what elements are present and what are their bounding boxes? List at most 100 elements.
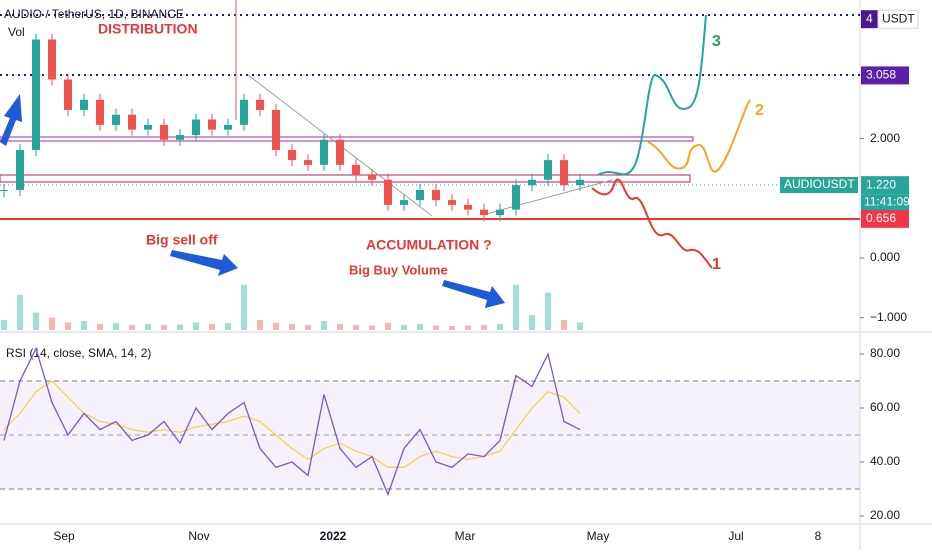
- rsi-tick-label: 40.00: [870, 454, 900, 468]
- candle: [368, 175, 376, 180]
- price-tag-label: 3.058: [866, 68, 896, 82]
- countdown: 11:41:09: [864, 194, 910, 208]
- volume-bar: [465, 325, 471, 330]
- scenario-path: [597, 14, 707, 176]
- volume-bar: [449, 326, 455, 330]
- volume-bar: [337, 324, 343, 330]
- candle: [448, 200, 456, 205]
- time-label: May: [587, 529, 610, 543]
- scenario-path: [591, 178, 713, 269]
- volume-bar: [561, 320, 567, 330]
- candle: [208, 119, 216, 130]
- candle: [144, 124, 152, 130]
- price-tick-label: −1.000: [870, 310, 907, 324]
- candle: [48, 39, 56, 80]
- candle: [384, 179, 392, 205]
- time-label: Jul: [728, 529, 743, 543]
- annotation: DISTRIBUTION: [98, 21, 198, 37]
- volume-bar: [97, 324, 103, 330]
- time-label: 8: [815, 529, 822, 543]
- rsi-line: [3, 346, 581, 497]
- arrow: [0, 94, 22, 146]
- candle: [336, 139, 344, 165]
- arrow: [170, 250, 238, 276]
- volume-bar: [177, 324, 183, 330]
- price-tag-label: 1.220: [866, 177, 896, 191]
- price-tag-label: 0.656: [866, 211, 896, 225]
- candle: [272, 109, 280, 150]
- volume-bar: [369, 325, 375, 330]
- time-label: Nov: [188, 529, 209, 543]
- candle: [544, 160, 552, 180]
- candle: [512, 185, 520, 210]
- volume-bar: [513, 285, 519, 330]
- price-tag: [861, 66, 909, 85]
- volume-bar: [49, 317, 55, 330]
- volume-bar: [529, 315, 535, 330]
- candle: [320, 139, 328, 165]
- volume-bar: [577, 322, 583, 330]
- volume-bar: [273, 323, 279, 330]
- volume-bar: [481, 325, 487, 330]
- volume-bar: [321, 321, 327, 330]
- volume-bar: [1, 320, 7, 330]
- rsi-tick-label: 80.00: [870, 346, 900, 360]
- time-label: Mar: [455, 529, 476, 543]
- support-zone: [0, 174, 691, 183]
- annotation: Big Buy Volume: [349, 262, 448, 277]
- rsi-tick-label: 20.00: [870, 508, 900, 522]
- candle: [432, 189, 440, 201]
- annotation: Big sell off: [146, 232, 218, 248]
- trendline: [481, 179, 613, 216]
- volume-bar: [289, 324, 295, 330]
- scenario-label: 3: [712, 33, 721, 50]
- price-tick-label: 2.000: [870, 131, 900, 145]
- price-tick-label: 0.000: [870, 250, 900, 264]
- volume-bar: [385, 323, 391, 330]
- candle: [400, 200, 408, 205]
- volume-bar: [17, 295, 23, 330]
- candle: [176, 135, 184, 140]
- volume-bar: [353, 325, 359, 330]
- volume-bar: [241, 285, 247, 330]
- symbol-title: AUDIO / TetherUS, 1D, BINANCE: [4, 7, 184, 21]
- candle: [80, 99, 88, 110]
- volume-bar: [225, 323, 231, 330]
- candle: [464, 204, 472, 210]
- candle: [224, 124, 232, 130]
- volume-bar: [257, 320, 263, 330]
- price-tag-label: 4: [866, 11, 873, 25]
- candle: [128, 114, 136, 130]
- volume-bar: [113, 323, 119, 330]
- candle: [160, 124, 168, 140]
- rsi-band: [0, 381, 860, 489]
- rsi-label: RSI (14, close, SMA, 14, 2): [6, 346, 151, 360]
- volume-bar: [81, 321, 87, 330]
- currency-box: [877, 9, 919, 29]
- candle: [480, 209, 488, 216]
- candle: [560, 160, 568, 186]
- symbol-tag: AUDIOUSDT: [784, 177, 855, 191]
- candle: [352, 164, 360, 176]
- time-label: Sep: [53, 529, 75, 543]
- volume-bar: [33, 312, 39, 330]
- countdown-bg: [861, 194, 909, 211]
- volume-bar: [497, 324, 503, 330]
- candle: [288, 149, 296, 161]
- volume-bar: [417, 324, 423, 330]
- volume-label: Vol: [8, 25, 25, 39]
- volume-bar: [433, 325, 439, 330]
- candle: [112, 114, 120, 125]
- symbol-tag-bg: [780, 177, 858, 193]
- scenario-path: [647, 99, 751, 173]
- candle: [416, 189, 424, 201]
- candle: [16, 149, 24, 190]
- candle: [96, 99, 104, 125]
- volume-bar: [129, 325, 135, 330]
- price-tag: [861, 209, 909, 228]
- candle: [64, 79, 72, 110]
- volume-bar: [209, 324, 215, 330]
- candle: [304, 160, 312, 165]
- scenario-label: 2: [755, 102, 764, 119]
